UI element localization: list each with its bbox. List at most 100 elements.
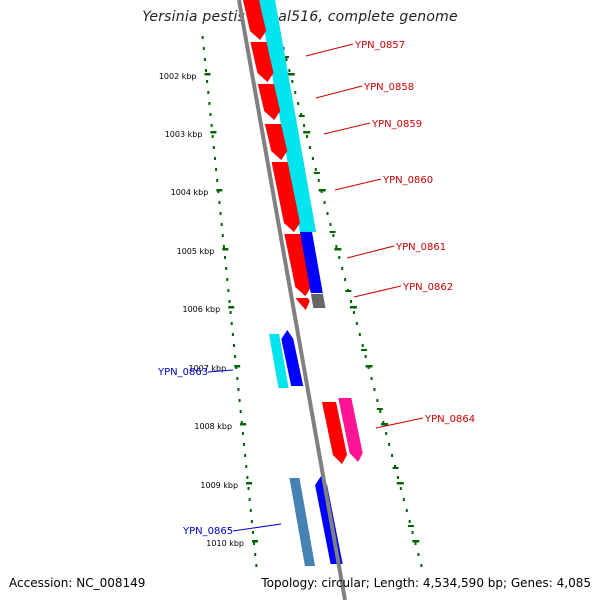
tick-dot-left: [222, 245, 225, 248]
gene-label: YPN_0862: [402, 282, 453, 293]
tick-dot-left: [234, 355, 237, 358]
tick-label: 1005 kbp: [177, 247, 215, 256]
tick-dot-left: [227, 289, 230, 292]
tick-dot-left: [226, 278, 229, 281]
tick-dot-left: [213, 157, 216, 160]
tick-dot-left: [229, 311, 232, 314]
major-tick-mark: [240, 423, 247, 426]
minor-tick-mark: [313, 172, 320, 174]
genome-backbone: [237, 0, 347, 600]
cds-ypn0857: [242, 0, 267, 41]
tick-dot-right: [379, 410, 382, 413]
minor-tick-mark: [408, 525, 414, 527]
tick-dot-left: [228, 300, 231, 303]
tick-dot-left: [245, 465, 248, 468]
gene-label: YPN_0864: [424, 414, 475, 425]
major-tick-mark: [234, 365, 241, 368]
gene-label: YPN_0861: [395, 242, 446, 253]
label-leader-line: [315, 85, 363, 99]
tick-dot-right: [402, 498, 405, 501]
major-tick-mark: [216, 189, 223, 192]
tick-dot-left: [215, 168, 218, 171]
major-tick-mark: [246, 482, 253, 485]
steelblue-track-0865: [289, 477, 316, 567]
minor-tick-mark: [361, 349, 368, 351]
tick-dot-right: [326, 212, 329, 215]
tick-dot-left: [240, 421, 243, 424]
cds-ypn0864a: [321, 401, 348, 465]
major-tick-mark: [381, 423, 389, 426]
major-tick-mark: [412, 540, 420, 543]
tick-dot-right: [355, 322, 358, 325]
tick-dot-left: [220, 223, 223, 226]
tick-dot-left: [238, 399, 241, 402]
gene-label: YPN_0857: [354, 40, 405, 51]
tick-dot-left: [202, 47, 205, 50]
major-tick-mark: [222, 248, 229, 251]
tick-dot-right: [291, 80, 294, 83]
cds-ypn0858: [250, 41, 274, 83]
tick-dot-right: [399, 487, 402, 490]
cds-blue-outer: [299, 231, 324, 294]
tick-dot-right: [358, 333, 361, 336]
tick-dot-right: [306, 135, 308, 138]
tick-label: 1006 kbp: [183, 305, 221, 314]
tick-dot-left: [251, 531, 254, 534]
feature-gray: [310, 293, 326, 309]
cyan-track-band: [258, 0, 317, 233]
label-leader-line: [207, 369, 234, 373]
gene-label: YPN_0859: [371, 119, 422, 130]
tick-dot-right: [294, 91, 297, 94]
tick-dot-left: [250, 520, 253, 523]
tick-dot-right: [411, 531, 414, 534]
tick-dot-right: [300, 113, 303, 116]
major-tick-mark: [303, 131, 311, 134]
major-tick-mark: [334, 248, 342, 251]
tick-dot-left: [219, 212, 222, 215]
tick-dot-left: [239, 410, 242, 413]
tick-dot-right: [408, 520, 411, 523]
tick-label: 1010 kbp: [206, 539, 244, 548]
tick-label: 1004 kbp: [171, 188, 209, 197]
tick-dot-right: [391, 454, 394, 457]
cds-ypn0860: [271, 161, 301, 233]
accession-text: Accession: NC_008149: [9, 576, 146, 590]
label-leader-line: [323, 122, 371, 135]
tick-dot-right: [376, 399, 379, 402]
tick-dot-left: [249, 509, 252, 512]
gene-label: YPN_0860: [382, 175, 433, 186]
tick-dot-right: [373, 388, 376, 391]
tick-dot-right: [394, 465, 396, 468]
major-tick-mark: [365, 365, 373, 368]
label-leader-line: [232, 523, 282, 532]
tick-dot-left: [247, 487, 250, 490]
tick-dot-left: [205, 69, 208, 72]
tick-dot-left: [221, 234, 224, 237]
tick-dot-left: [232, 344, 235, 347]
tick-dot-left: [255, 564, 258, 567]
tick-dot-right: [352, 311, 355, 314]
tick-dot-left: [236, 377, 239, 380]
tick-label: 1003 kbp: [165, 130, 203, 139]
tick-dot-left: [212, 146, 215, 149]
cds-ypn0861: [284, 233, 312, 297]
label-leader-line: [305, 43, 354, 57]
cyan-track-0863: [268, 333, 289, 389]
label-leader-line: [353, 285, 402, 298]
tick-dot-left: [210, 124, 213, 127]
major-tick-mark: [204, 73, 211, 76]
tick-dot-left: [243, 443, 246, 446]
tick-dot-right: [335, 245, 338, 248]
gene-label: YPN_0865: [182, 526, 233, 537]
tick-dot-right: [308, 146, 311, 149]
tick-dot-right: [350, 300, 352, 303]
tick-dot-right: [382, 421, 385, 424]
tick-dot-left: [206, 80, 209, 83]
tick-dot-right: [317, 179, 320, 182]
tick-label: 1002 kbp: [159, 72, 197, 81]
tick-dot-right: [385, 432, 388, 435]
major-tick-mark: [396, 482, 404, 485]
cds-ypn0859b: [264, 123, 288, 161]
tick-dot-left: [211, 135, 214, 138]
